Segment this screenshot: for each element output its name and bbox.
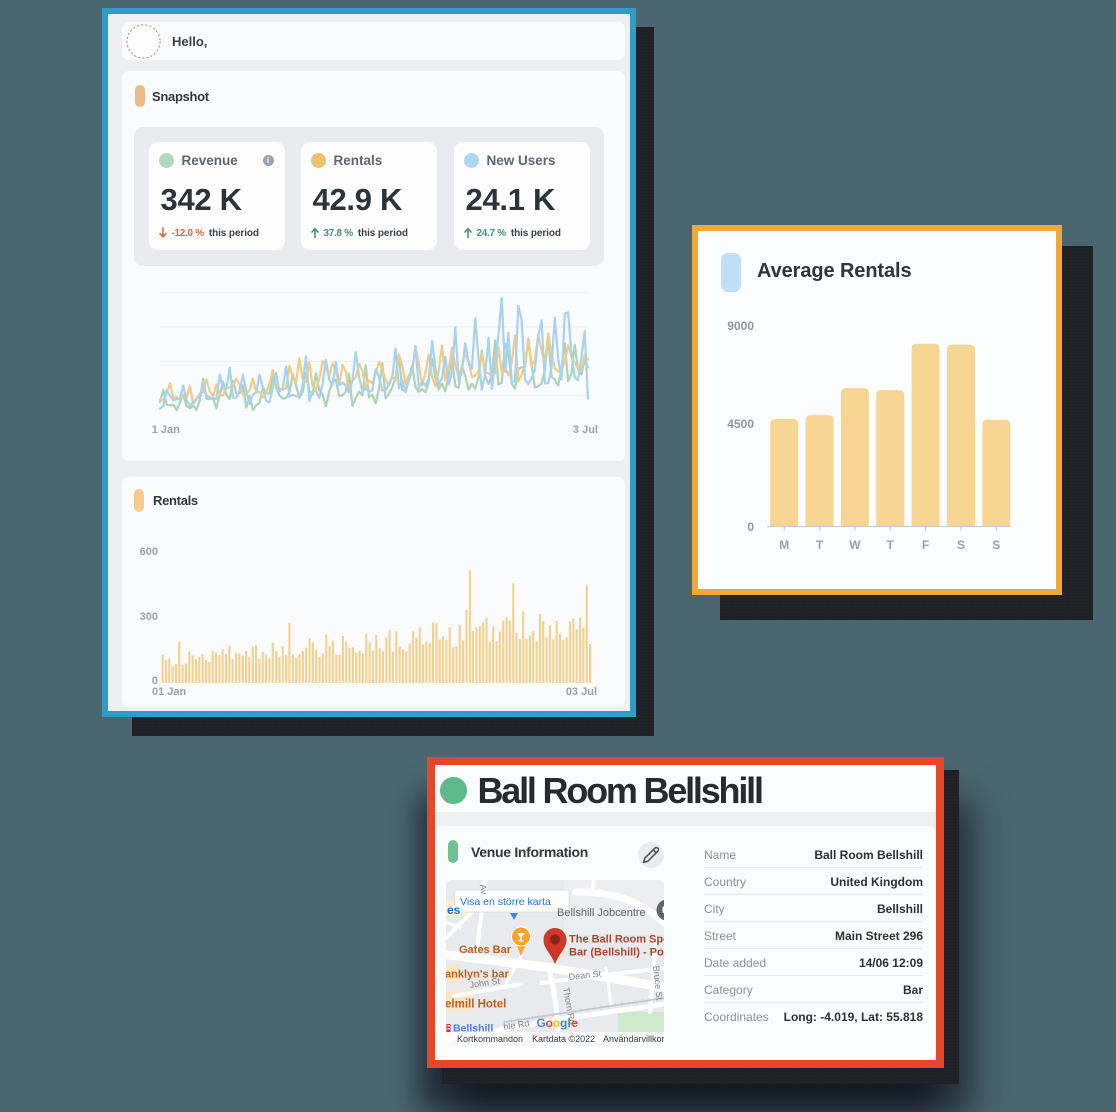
svg-text:es: es xyxy=(447,903,461,917)
svg-text:Dean St: Dean St xyxy=(568,969,602,982)
svg-text:Användarvillkor: Användarvillkor xyxy=(603,1034,664,1044)
svg-text:G: G xyxy=(537,1016,546,1030)
svg-text:Visa en större karta: Visa en större karta xyxy=(460,896,551,908)
svg-text:Kortkommandon: Kortkommandon xyxy=(457,1034,523,1044)
svg-text:anklyn's bar: anklyn's bar xyxy=(446,969,509,981)
svg-text:e: e xyxy=(571,1016,578,1030)
svg-text:John St: John St xyxy=(469,976,501,990)
svg-text:Bruce St: Bruce St xyxy=(651,965,664,1001)
svg-text:o: o xyxy=(546,1016,553,1030)
svg-text:g: g xyxy=(560,1016,567,1030)
svg-text:o: o xyxy=(553,1016,560,1030)
svg-text:Bellshill Jobcentre: Bellshill Jobcentre xyxy=(557,907,646,919)
svg-text:The Ball Room Spo: The Ball Room Spo xyxy=(569,934,664,946)
svg-text:hle Rd: hle Rd xyxy=(503,1018,530,1032)
svg-text:Gates Bar: Gates Bar xyxy=(459,944,512,956)
svg-text:Bellshill: Bellshill xyxy=(453,1023,493,1035)
svg-text:Kartdata ©2022: Kartdata ©2022 xyxy=(532,1034,595,1044)
svg-text:elmill Hotel: elmill Hotel xyxy=(446,999,506,1011)
svg-text:Bar (Bellshill) - Poo: Bar (Bellshill) - Poo xyxy=(569,947,664,959)
svg-text:l: l xyxy=(568,1016,571,1030)
svg-text:Av: Av xyxy=(478,883,490,895)
